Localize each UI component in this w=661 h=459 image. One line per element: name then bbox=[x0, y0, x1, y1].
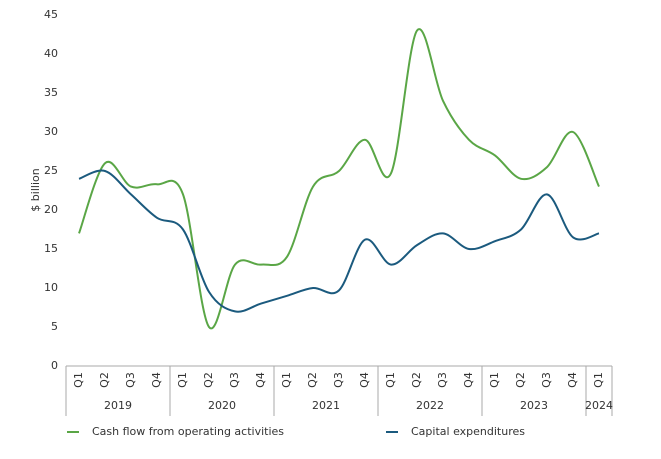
x-tick-label: Q3 bbox=[332, 372, 345, 388]
x-tick-label: Q3 bbox=[124, 372, 137, 388]
x-tick-label: Q1 bbox=[280, 372, 293, 388]
series-line bbox=[78, 28, 600, 330]
y-tick-label: 10 bbox=[44, 281, 58, 294]
x-tick-label: Q2 bbox=[98, 372, 111, 388]
y-tick-label: 15 bbox=[44, 242, 58, 255]
y-tick-label: 45 bbox=[44, 8, 58, 21]
x-tick-label: Q4 bbox=[150, 372, 163, 388]
x-tick-label: Q2 bbox=[306, 372, 319, 388]
x-group-label: 2022 bbox=[416, 399, 444, 412]
legend-label: Capital expenditures bbox=[411, 425, 525, 438]
x-group-label: 2024 bbox=[585, 399, 613, 412]
x-tick-label: Q4 bbox=[254, 372, 267, 388]
x-group-label: 2023 bbox=[520, 399, 548, 412]
x-tick-label: Q3 bbox=[436, 372, 449, 388]
y-tick-label: 20 bbox=[44, 203, 58, 216]
x-tick-label: Q1 bbox=[72, 372, 85, 388]
y-tick-label: 5 bbox=[51, 320, 58, 333]
x-tick-label: Q1 bbox=[384, 372, 397, 388]
x-group-label: 2019 bbox=[104, 399, 132, 412]
y-tick-label: 35 bbox=[44, 86, 58, 99]
x-tick-label: Q4 bbox=[566, 372, 579, 388]
legend-label: Cash flow from operating activities bbox=[92, 425, 284, 438]
x-tick-label: Q1 bbox=[176, 372, 189, 388]
x-tick-label: Q3 bbox=[540, 372, 553, 388]
x-tick-label: Q2 bbox=[202, 372, 215, 388]
x-tick-label: Q4 bbox=[358, 372, 371, 388]
y-tick-label: 25 bbox=[44, 164, 58, 177]
series-line bbox=[78, 169, 600, 313]
y-tick-label: 0 bbox=[51, 359, 58, 372]
x-tick-label: Q4 bbox=[462, 372, 475, 388]
x-tick-label: Q3 bbox=[228, 372, 241, 388]
y-tick-label: 40 bbox=[44, 47, 58, 60]
x-group-label: 2020 bbox=[208, 399, 236, 412]
y-axis-label: $ billion bbox=[29, 168, 42, 211]
x-tick-label: Q1 bbox=[488, 372, 501, 388]
x-group-label: 2021 bbox=[312, 399, 340, 412]
x-tick-label: Q2 bbox=[410, 372, 423, 388]
x-tick-label: Q2 bbox=[514, 372, 527, 388]
y-tick-label: 30 bbox=[44, 125, 58, 138]
x-tick-label: Q1 bbox=[592, 372, 605, 388]
